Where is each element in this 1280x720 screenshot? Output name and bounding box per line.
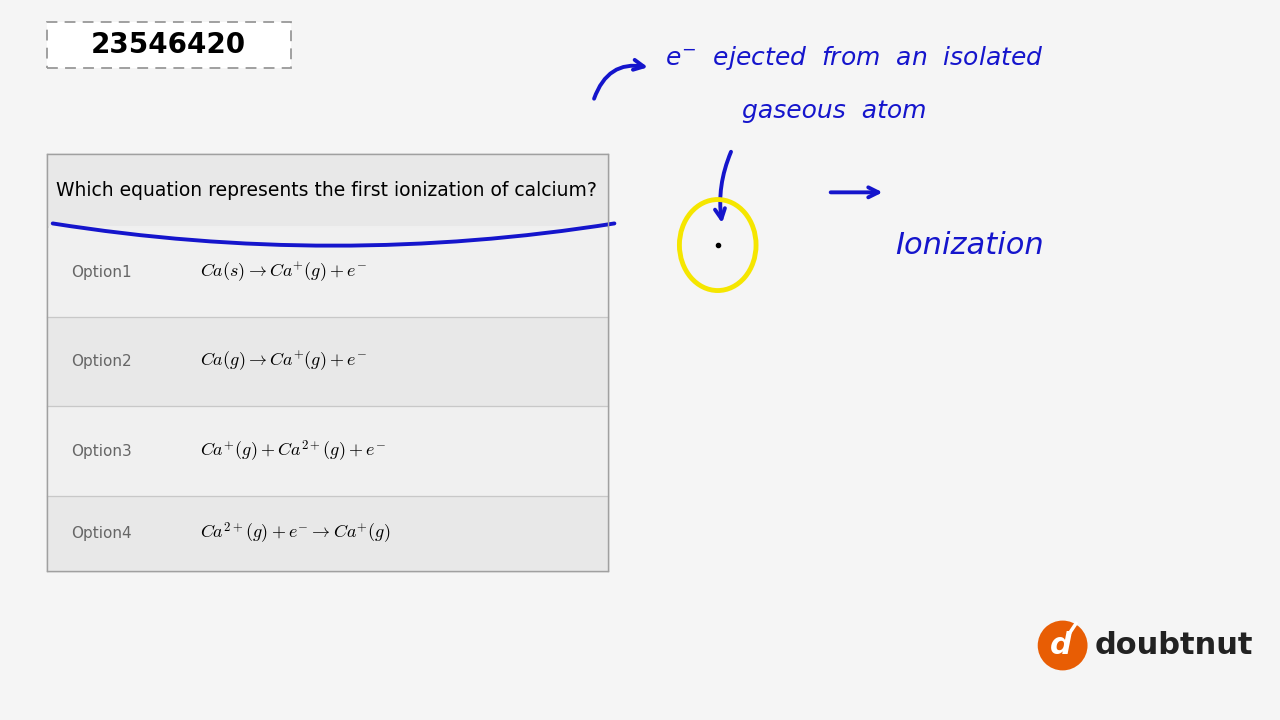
- FancyBboxPatch shape: [47, 317, 608, 406]
- Text: Option1: Option1: [72, 265, 132, 280]
- Text: $Ca(g) \rightarrow Ca^{+}(g) + e^{-}$: $Ca(g) \rightarrow Ca^{+}(g) + e^{-}$: [201, 350, 367, 373]
- Text: doubtnut: doubtnut: [1094, 631, 1253, 660]
- FancyBboxPatch shape: [47, 154, 608, 226]
- Text: $Ca^{2+}(g) + e^{-} \rightarrow Ca^{+}(g)$: $Ca^{2+}(g) + e^{-} \rightarrow Ca^{+}(g…: [201, 521, 390, 546]
- Text: Ionization: Ionization: [895, 230, 1043, 259]
- FancyBboxPatch shape: [47, 154, 608, 571]
- Text: Option2: Option2: [72, 354, 132, 369]
- Text: d: d: [1050, 631, 1071, 660]
- FancyBboxPatch shape: [47, 22, 292, 68]
- Text: Which equation represents the first ionization of calcium?: Which equation represents the first ioni…: [56, 181, 598, 200]
- FancyBboxPatch shape: [47, 228, 608, 317]
- Circle shape: [1038, 621, 1088, 670]
- Text: gaseous  atom: gaseous atom: [741, 99, 927, 123]
- Text: $Ca^{+}(g) + Ca^{2+}(g) + e^{-}$: $Ca^{+}(g) + Ca^{2+}(g) + e^{-}$: [201, 438, 387, 464]
- FancyBboxPatch shape: [47, 406, 608, 496]
- Text: $Ca(s) \rightarrow Ca^{+}(g) + e^{-}$: $Ca(s) \rightarrow Ca^{+}(g) + e^{-}$: [201, 261, 367, 284]
- Text: $e^{-}$  ejected  from  an  isolated: $e^{-}$ ejected from an isolated: [666, 44, 1043, 72]
- Text: 23546420: 23546420: [91, 31, 246, 59]
- Text: Option4: Option4: [72, 526, 132, 541]
- Text: Option3: Option3: [72, 444, 132, 459]
- FancyBboxPatch shape: [47, 496, 608, 571]
